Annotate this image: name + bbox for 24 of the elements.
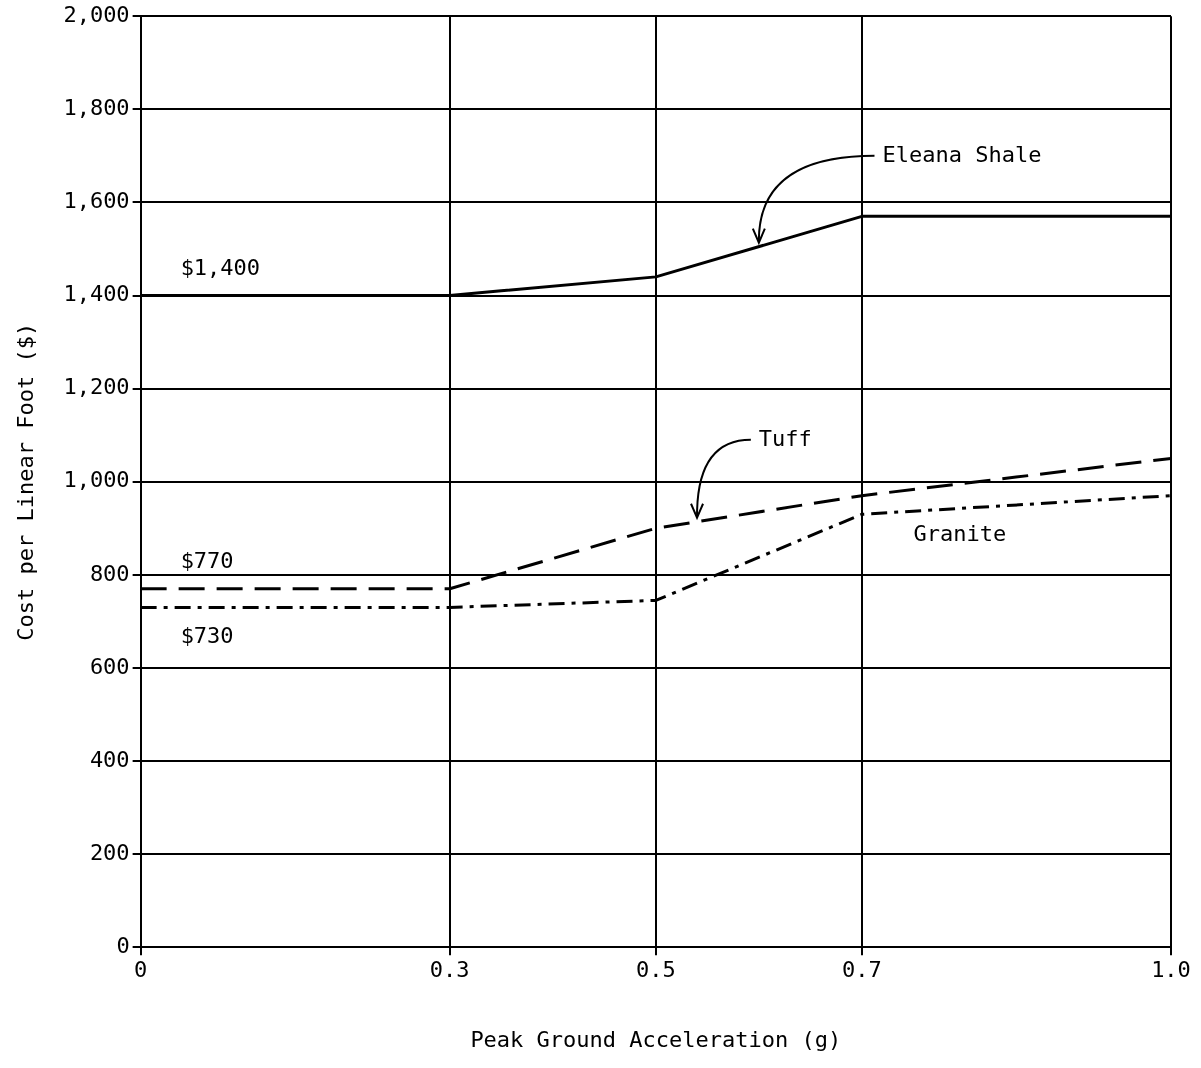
x-tick-label: 0.3 (429, 957, 470, 983)
y-tick-label: 2,000 (63, 1, 130, 27)
data-label: $770 (180, 548, 234, 574)
series-label: Granite (913, 520, 1007, 546)
y-tick-label: 400 (89, 746, 130, 772)
x-tick-label: 0 (134, 957, 148, 983)
y-axis-title: Cost per Linear Foot ($) (12, 322, 38, 641)
x-tick-label: 0.7 (842, 957, 882, 983)
y-tick-label: 600 (89, 653, 130, 679)
data-label: $730 (180, 623, 234, 649)
y-tick-label: 1,000 (63, 467, 130, 493)
data-label: $1,400 (180, 255, 261, 281)
x-axis-title: Peak Ground Acceleration (g) (470, 1026, 842, 1052)
y-tick-label: 1,800 (63, 95, 130, 121)
y-tick-label: 1,200 (63, 374, 130, 400)
y-tick-label: 200 (89, 839, 130, 865)
y-tick-label: 1,600 (63, 188, 130, 214)
x-tick-label: 0.5 (635, 957, 676, 983)
text: Eleana Shale (882, 141, 1042, 167)
text: Tuff (758, 425, 812, 451)
x-tick-label: 1.0 (1151, 957, 1191, 983)
y-tick-label: 1,400 (63, 281, 130, 307)
y-tick-label: 800 (89, 560, 130, 586)
y-tick-label: 0 (116, 932, 130, 958)
